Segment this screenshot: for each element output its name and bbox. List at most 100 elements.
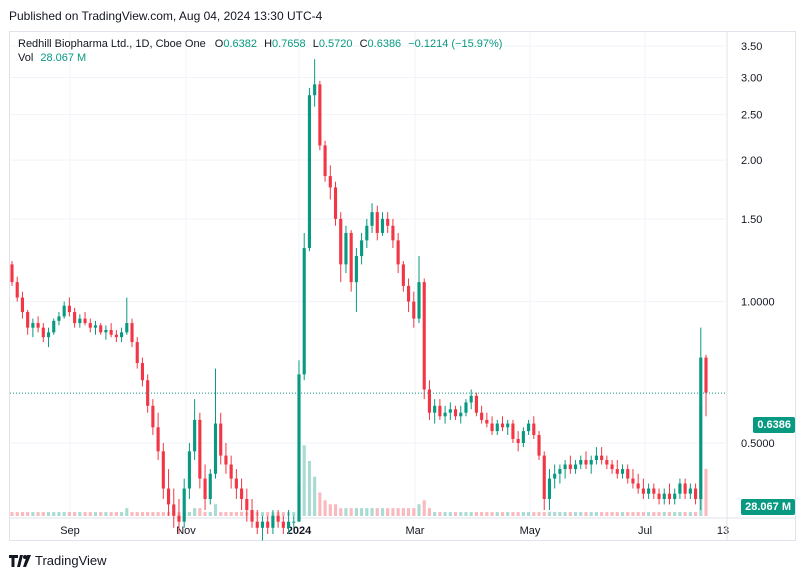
volume-bar (10, 512, 14, 516)
candle-body (693, 488, 698, 499)
candle-body (589, 460, 593, 465)
candle-body (594, 455, 598, 461)
volume-bar (480, 512, 484, 516)
close-label: C (359, 38, 368, 50)
x-tick-label: May (520, 525, 541, 537)
candle-body (26, 312, 30, 328)
candle-body (182, 488, 186, 522)
candle-body (553, 473, 557, 479)
low-value: 0.5720 (318, 38, 353, 50)
candle-body (490, 423, 494, 432)
volume-bar (130, 512, 134, 516)
candle-body (73, 312, 77, 324)
volume-bar (260, 512, 265, 516)
volume-bar (135, 512, 139, 516)
candle-body (678, 483, 682, 494)
candle-body (537, 434, 541, 456)
candle-body (240, 488, 244, 499)
volume-bar (365, 508, 369, 516)
candle-body (57, 316, 61, 321)
open-value: 0.6382 (223, 38, 257, 50)
volume-bar (699, 406, 703, 516)
candle-body (172, 504, 176, 516)
volume-bar (151, 512, 155, 516)
candle-body (276, 515, 280, 522)
volume-bar (453, 512, 458, 516)
x-tick-label: Nov (176, 525, 196, 537)
volume-bar (563, 512, 567, 516)
volume-bar (610, 512, 614, 516)
candle-body (266, 521, 270, 528)
volume-bar (474, 512, 478, 516)
candle-body (396, 240, 400, 265)
candle-body (114, 334, 118, 338)
candle-body (161, 451, 165, 489)
candle-body (339, 218, 343, 265)
candle-body (67, 305, 71, 313)
volume-bar (443, 512, 447, 516)
tradingview-logo-icon (9, 554, 31, 567)
volume-bar (579, 512, 583, 516)
candle-body (380, 218, 385, 233)
volume-bar (120, 512, 124, 516)
candle-body (99, 325, 103, 333)
volume-bar (41, 512, 45, 516)
candle-body (333, 187, 338, 219)
volume-bar (266, 512, 270, 516)
candle-body (573, 464, 578, 470)
volume-bar (594, 512, 598, 516)
volume-bar (354, 508, 358, 516)
high-value: 0.7658 (272, 38, 306, 50)
volume-bar (511, 512, 515, 516)
candle-body (683, 483, 687, 494)
candle-body (547, 478, 552, 499)
candle-body (78, 318, 82, 324)
candle-body (10, 264, 14, 283)
volume-bar (344, 508, 348, 516)
candle-body (386, 218, 390, 226)
candle-body (688, 488, 692, 494)
candle-body (641, 488, 645, 494)
volume-bar (219, 512, 223, 516)
footer-brand[interactable]: TradingView (9, 553, 107, 568)
close-value: 0.6386 (367, 38, 402, 50)
y-tick-label: 3.50 (741, 41, 762, 53)
volume-bar (166, 512, 171, 516)
volume-bar (584, 512, 588, 516)
volume-bar (57, 512, 61, 516)
candle-body (600, 455, 604, 461)
volume-bar (234, 512, 238, 516)
candle-body (516, 438, 520, 443)
candle-body (213, 423, 218, 474)
volume-bar (667, 512, 672, 516)
chart-legend: Redhill Biopharma Ltd., 1D, Cboe One O0.… (18, 36, 502, 52)
volume-bar (73, 512, 77, 516)
volume-bar (161, 512, 165, 516)
chart-frame[interactable] (9, 31, 796, 541)
candle-body (626, 469, 630, 479)
volume-bar (203, 512, 207, 516)
candle-body (146, 380, 150, 406)
candle-body (391, 225, 395, 241)
volume-bar (140, 512, 145, 516)
volume-bar (641, 512, 645, 516)
candle-body (662, 493, 666, 499)
candle-body (286, 521, 291, 528)
candle-body (448, 409, 452, 413)
volume-bar (620, 512, 625, 516)
volume-bar (333, 504, 338, 516)
candle-body (156, 427, 160, 452)
candle-body (83, 318, 87, 324)
candle-body (647, 488, 651, 494)
candle-body (219, 423, 223, 456)
volume-bar (459, 512, 463, 516)
volume-bar (605, 512, 609, 516)
volume-bar (240, 512, 244, 516)
volume-bar (114, 512, 118, 516)
volume-bar (391, 508, 395, 516)
y-tick-label: 0.5000 (741, 438, 775, 450)
volume-bar (615, 512, 619, 516)
high-label: H (264, 38, 273, 50)
volume-bar (401, 508, 405, 516)
